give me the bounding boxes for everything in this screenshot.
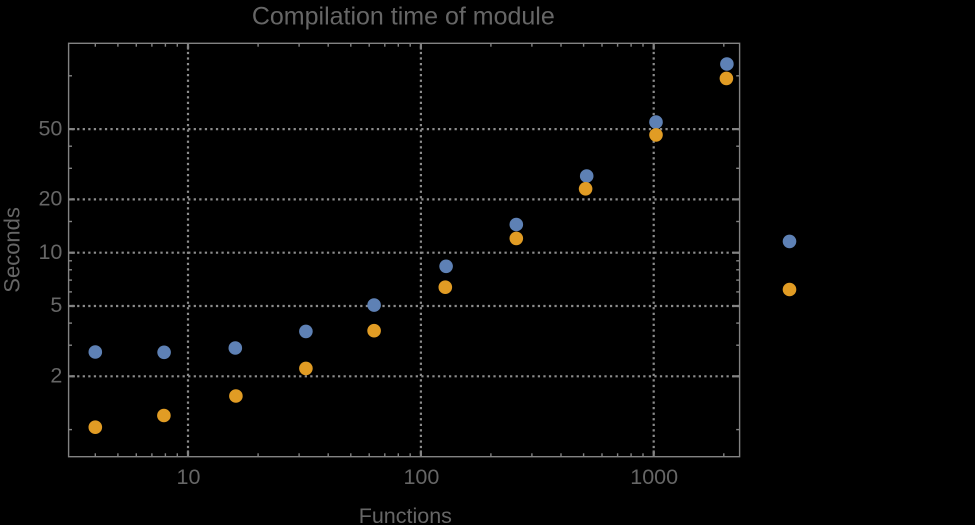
svg-text:Compilation time of module: Compilation time of module	[252, 3, 555, 31]
svg-text:Functions: Functions	[359, 504, 452, 525]
svg-text:Seconds: Seconds	[0, 207, 25, 293]
svg-text:1000: 1000	[630, 465, 678, 489]
svg-text:50: 50	[38, 116, 62, 140]
svg-text:2: 2	[50, 364, 62, 388]
svg-text:10: 10	[177, 465, 201, 489]
svg-text:10: 10	[38, 240, 62, 264]
svg-text:5: 5	[50, 293, 62, 317]
svg-text:100: 100	[403, 465, 439, 489]
svg-text:20: 20	[38, 187, 62, 211]
